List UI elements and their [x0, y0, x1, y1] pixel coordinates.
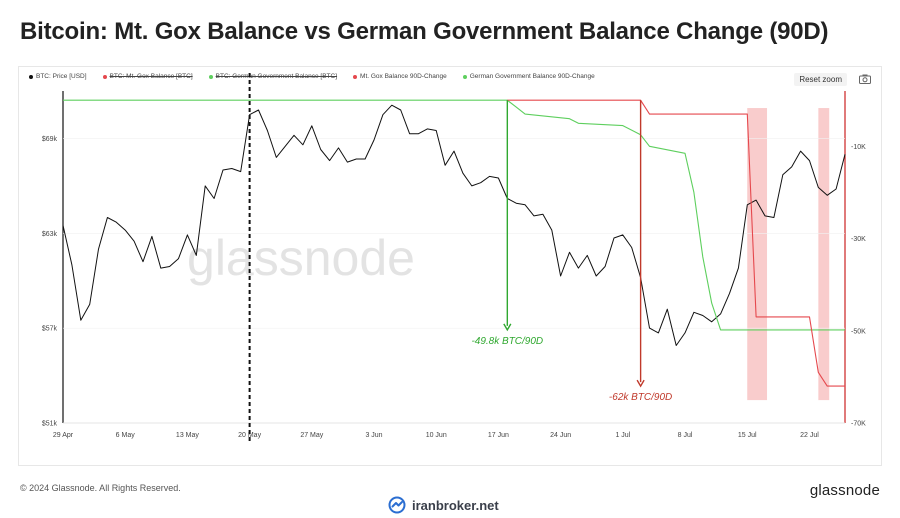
y-right-tick-label: -70K — [851, 421, 866, 428]
y-right-tick-label: -30K — [851, 236, 866, 243]
legend-swatch — [462, 74, 467, 79]
series-german-change — [63, 99, 845, 331]
glassnode-logo: glassnode — [809, 482, 880, 499]
y-left-tick-label: $57k — [42, 326, 58, 333]
legend-swatch — [353, 74, 358, 79]
legend-label: BTC: German Government Balance [BTC] — [215, 73, 338, 80]
x-tick-label: 17 Jun — [488, 432, 509, 439]
x-tick-label: 6 May — [116, 432, 136, 439]
annotation-arrow-head — [636, 379, 645, 388]
iranbroker-logo-icon — [388, 496, 406, 514]
x-tick-label: 20 May — [238, 432, 261, 439]
x-tick-label: 15 Jul — [738, 432, 757, 439]
camera-icon[interactable] — [859, 74, 871, 84]
x-tick-label: 13 May — [176, 432, 199, 439]
x-tick-label: 29 Apr — [53, 432, 74, 439]
y-right-tick-label: -50K — [851, 328, 866, 335]
x-tick-label: 3 Jun — [365, 432, 382, 439]
copyright-text: © 2024 Glassnode. All Rights Reserved. — [20, 483, 181, 493]
x-tick-label: 8 Jul — [678, 432, 693, 439]
legend-item-mtgox-change[interactable]: Mt. Gox Balance 90D-Change — [353, 73, 447, 80]
y-left-tick-label: $69k — [42, 136, 58, 143]
y-left-tick-label: $63k — [42, 231, 58, 238]
chart-card: BTC: Price [USD] BTC: Mt. Gox Balance [B… — [18, 66, 882, 466]
legend-label: German Government Balance 90D-Change — [469, 73, 595, 80]
x-tick-label: 1 Jul — [615, 432, 630, 439]
brand-watermark: iranbroker.net — [388, 496, 499, 514]
y-left-tick-label: $51k — [42, 421, 58, 428]
x-tick-label: 22 Jul — [800, 432, 819, 439]
chart-title: Bitcoin: Mt. Gox Balance vs German Gover… — [20, 18, 829, 45]
legend: BTC: Price [USD] BTC: Mt. Gox Balance [B… — [29, 73, 595, 80]
annotation-label: -62k BTC/90D — [609, 392, 672, 403]
annotation-arrow-head — [503, 323, 512, 332]
watermark: glassnode — [187, 230, 415, 286]
legend-label: Mt. Gox Balance 90D-Change — [360, 73, 447, 80]
x-tick-label: 24 Jun — [550, 432, 571, 439]
plot-area: glassnode $51k $57k $63k $69k -70K -50K -30K -1… — [42, 73, 866, 443]
series-mtgox-change — [507, 99, 845, 387]
legend-label: BTC: Price [USD] — [36, 73, 87, 80]
legend-item-mtgox-balance[interactable]: BTC: Mt. Gox Balance [BTC] — [102, 73, 193, 80]
legend-item-german-change[interactable]: German Government Balance 90D-Change — [462, 73, 595, 80]
highlight-band — [818, 108, 830, 401]
highlight-band — [747, 108, 768, 401]
legend-item-german-balance[interactable]: BTC: German Government Balance [BTC] — [208, 73, 338, 80]
annotation-label: -49.8k BTC/90D — [471, 336, 543, 347]
brand-name: iranbroker.net — [412, 497, 499, 513]
legend-swatch — [208, 74, 213, 79]
legend-label: BTC: Mt. Gox Balance [BTC] — [109, 73, 193, 80]
x-tick-label: 27 May — [300, 432, 323, 439]
reset-zoom-button[interactable]: Reset zoom — [794, 73, 847, 86]
legend-swatch — [29, 74, 33, 79]
x-tick-label: 10 Jun — [426, 432, 447, 439]
legend-swatch — [102, 74, 107, 79]
series-btc-price — [62, 104, 846, 346]
y-right-tick-label: -10K — [851, 144, 866, 151]
legend-item-price[interactable]: BTC: Price [USD] — [29, 73, 87, 80]
